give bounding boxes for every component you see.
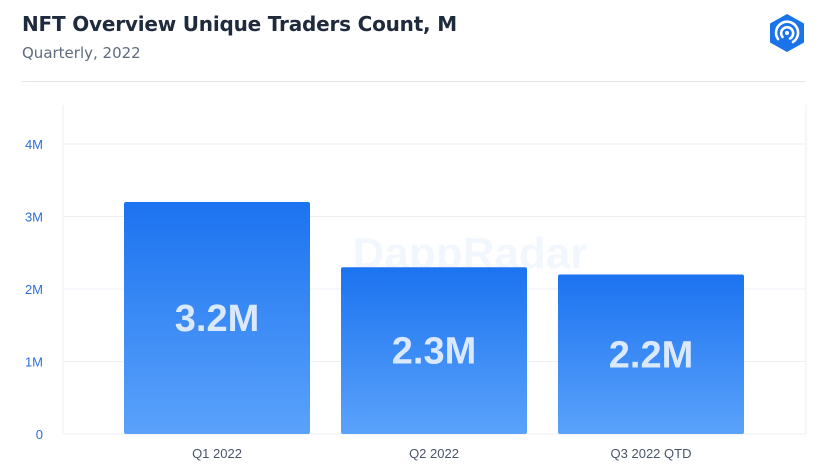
bar xyxy=(124,202,310,434)
chart-title: NFT Overview Unique Traders Count, M xyxy=(22,12,457,36)
header-divider xyxy=(22,81,805,82)
x-tick-label: Q1 2022 xyxy=(192,446,242,461)
y-tick-label: 3M xyxy=(25,210,43,225)
x-tick-label: Q3 2022 QTD xyxy=(611,446,692,461)
logo-radar-arc-outer xyxy=(774,20,800,44)
bar xyxy=(341,267,527,434)
chart-subtitle: Quarterly, 2022 xyxy=(22,44,141,62)
y-tick-label: 2M xyxy=(25,282,43,297)
y-tick-label: 4M xyxy=(25,137,43,152)
bar xyxy=(558,274,744,434)
dappradar-logo-icon xyxy=(766,12,808,54)
y-tick-label: 1M xyxy=(25,355,43,370)
logo-radar-dot xyxy=(785,31,789,35)
x-tick-label: Q2 2022 xyxy=(409,446,459,461)
bar-data-label: 2.3M xyxy=(392,331,476,373)
logo-radar-arc-inner xyxy=(779,25,795,40)
y-tick-label: 0 xyxy=(36,427,43,442)
bar-data-label: 2.2M xyxy=(609,334,693,376)
bar-data-label: 3.2M xyxy=(175,298,259,340)
